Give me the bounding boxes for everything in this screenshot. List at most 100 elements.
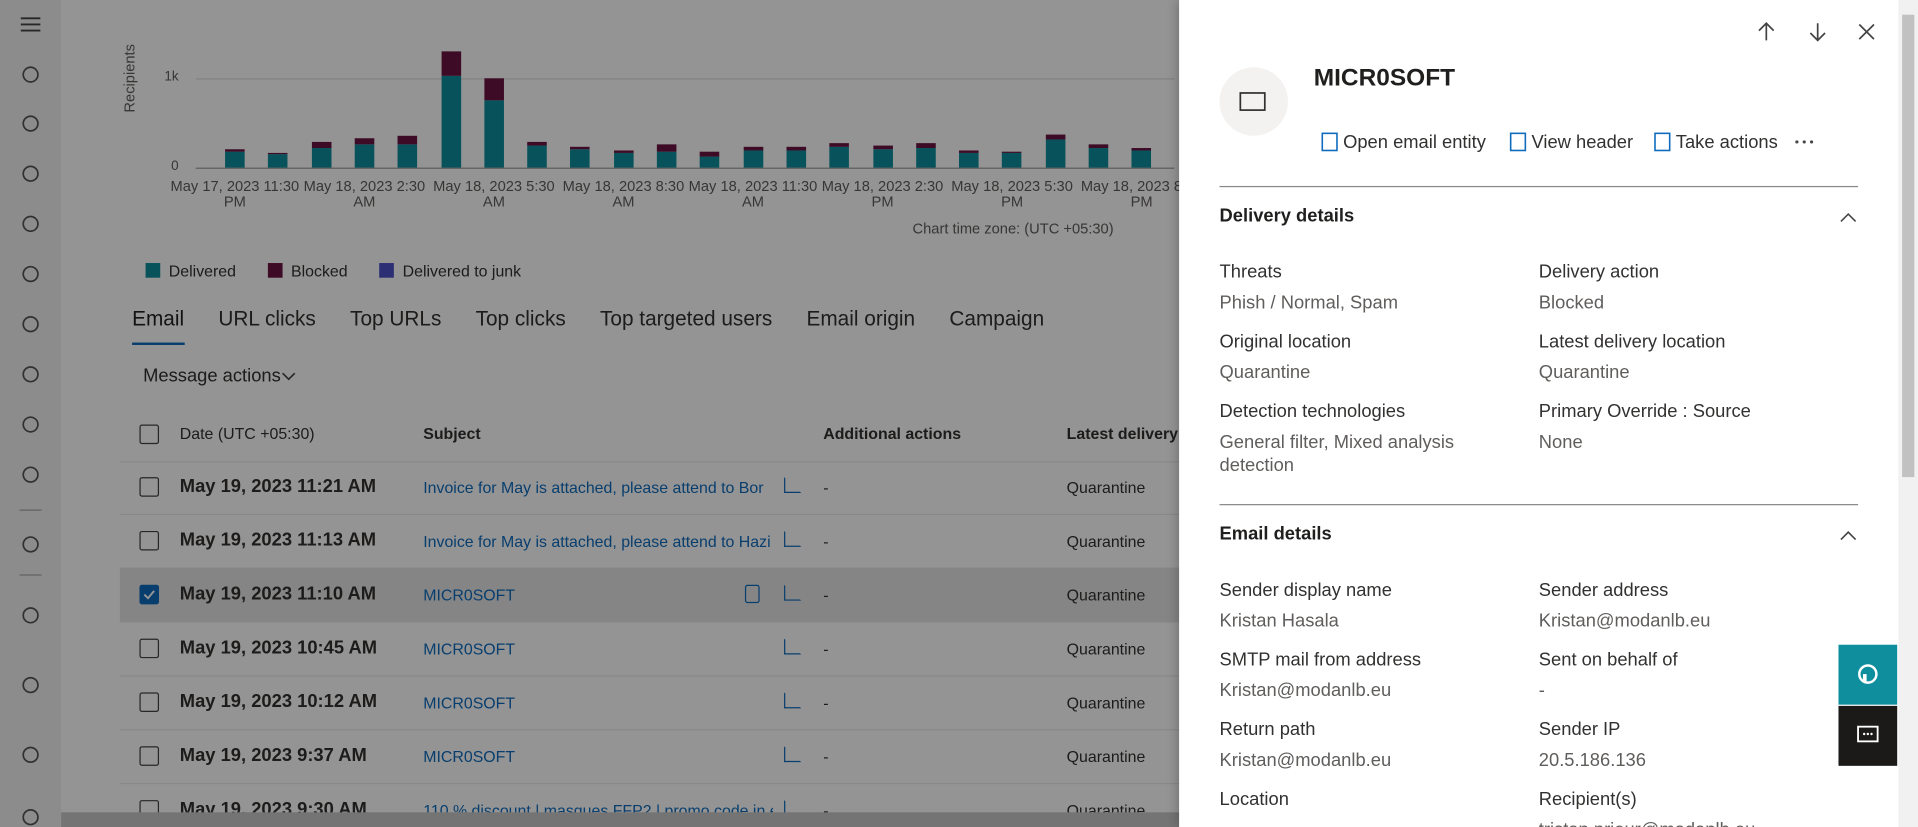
row-selected <box>119 567 1180 622</box>
tab[interactable]: URL clicks <box>218 307 316 331</box>
section-chevron <box>1840 212 1857 222</box>
tab[interactable]: Top clicks <box>475 307 566 331</box>
actions-cell: - <box>823 478 829 497</box>
location-cell: Quarantine <box>1066 532 1146 551</box>
field-label: Latest delivery location <box>1538 331 1726 353</box>
date-cell: May 19, 2023 11:21 AM <box>179 475 377 497</box>
field-label: Sender IP <box>1538 719 1621 741</box>
tab[interactable]: Email origin <box>806 307 916 331</box>
actions-cell: - <box>823 585 829 605</box>
field-value: Kristan Hasala <box>1219 610 1339 632</box>
column-header: Additional actions <box>823 424 962 443</box>
nav-icon <box>22 165 39 182</box>
scroll-thumb <box>1902 14 1915 478</box>
bar-segment <box>354 138 375 145</box>
checkbox[interactable] <box>139 746 160 766</box>
checkbox[interactable] <box>139 424 160 445</box>
more-dot <box>1809 140 1814 144</box>
field-label: Primary Override : Source <box>1538 401 1751 423</box>
bar-segment <box>915 143 936 149</box>
panel-action[interactable]: Open email entity <box>1343 132 1486 153</box>
x-tick-label: May 18, 2023 2:30 PM <box>821 177 944 211</box>
open-icon[interactable] <box>784 530 802 547</box>
subject-link[interactable]: Invoice for May is attached, please atte… <box>423 478 764 497</box>
nav-icon <box>22 607 39 624</box>
section-chevron <box>1840 531 1857 541</box>
bar-segment <box>1088 147 1109 168</box>
nav-icon <box>22 315 39 333</box>
help-button[interactable] <box>1838 644 1898 705</box>
bar-segment <box>872 145 893 150</box>
subject-link[interactable]: MICR0SOFT <box>423 585 516 605</box>
date-cell: May 19, 2023 10:12 AM <box>179 691 378 713</box>
bar-segment <box>268 154 288 168</box>
location-cell: Quarantine <box>1066 585 1146 605</box>
message-actions[interactable]: Message actions <box>143 365 281 387</box>
section-title: Delivery details <box>1219 205 1355 227</box>
menu-icon <box>20 17 41 32</box>
subject-link[interactable]: MICR0SOFT <box>423 747 516 766</box>
overlay <box>0 0 1180 827</box>
open-icon[interactable] <box>784 638 802 655</box>
y-tick-label: 0 <box>171 159 179 174</box>
action-icon <box>1509 132 1527 152</box>
panel-icons <box>1219 22 1875 541</box>
field-value: - <box>1538 680 1545 701</box>
avatar-envelope <box>1239 92 1266 111</box>
open-icon[interactable] <box>784 584 802 601</box>
x-tick-label: May 18, 2023 5:30 AM <box>433 177 555 211</box>
section-title: Email details <box>1219 523 1332 545</box>
checkbox[interactable] <box>139 638 160 659</box>
nav-icon <box>22 265 39 283</box>
checkbox[interactable] <box>139 477 160 497</box>
panel-action[interactable]: View header <box>1531 132 1634 153</box>
row-divider <box>119 513 1180 516</box>
actions-cell: - <box>823 639 829 659</box>
checkbox[interactable] <box>139 530 160 551</box>
panel-action[interactable]: Take actions <box>1675 132 1778 153</box>
chevron <box>281 372 296 381</box>
open-icon[interactable] <box>784 477 802 494</box>
x-tick-label: May 17, 2023 11:30 PM <box>170 177 300 211</box>
x-tick-label: May 18, 2023 11:30 AM <box>688 177 818 211</box>
tab[interactable]: Top URLs <box>350 307 442 331</box>
checkbox[interactable] <box>139 692 160 713</box>
subject-link[interactable]: MICR0SOFT <box>423 693 516 713</box>
bar-segment <box>743 150 763 168</box>
subject-link[interactable]: Invoice for May is attached, please atte… <box>423 532 771 551</box>
tab[interactable]: Top targeted users <box>599 307 773 331</box>
bar-segment <box>1131 147 1152 151</box>
location-cell: Quarantine <box>1066 639 1146 659</box>
help-icon <box>1858 664 1878 684</box>
actions-cell: - <box>823 532 829 551</box>
open-icon[interactable] <box>784 746 802 763</box>
field-value: Phish / Normal, Spam <box>1219 292 1398 314</box>
field-value: None <box>1538 431 1583 453</box>
bar-segment <box>1002 151 1022 153</box>
field-value: tristan.prieur@modanlb.eu <box>1539 818 1820 827</box>
actions-cell: - <box>823 693 829 713</box>
copy-icon[interactable] <box>744 584 760 604</box>
legend-label: Blocked <box>291 261 348 281</box>
bar-segment <box>225 152 245 168</box>
field-label: Threats <box>1219 261 1282 283</box>
field-value: Quarantine <box>1538 362 1630 383</box>
bar-segment <box>872 149 893 168</box>
actions-cell: - <box>823 747 829 766</box>
field-value: Kristan@modanlb.eu <box>1219 680 1392 701</box>
tab[interactable]: Campaign <box>949 307 1045 331</box>
bar-segment <box>959 150 979 154</box>
feedback-button[interactable] <box>1838 705 1898 766</box>
checkbox[interactable] <box>139 584 160 605</box>
location-cell: Quarantine <box>1066 693 1146 713</box>
details-panel: MICR0SOFT Open email entity View header Tak… <box>1179 0 1899 827</box>
open-icon[interactable] <box>784 692 802 709</box>
bar-segment <box>743 147 763 151</box>
field-value: Kristan@modanlb.eu <box>1538 610 1711 632</box>
nav-icon <box>22 809 39 826</box>
subject-link[interactable]: MICR0SOFT <box>423 639 516 659</box>
field-label: Sent on behalf of <box>1538 649 1678 671</box>
field-value: General filter, Mixed analysis detection <box>1219 431 1455 476</box>
bar-segment <box>354 144 375 168</box>
tab[interactable]: Email <box>132 307 185 331</box>
